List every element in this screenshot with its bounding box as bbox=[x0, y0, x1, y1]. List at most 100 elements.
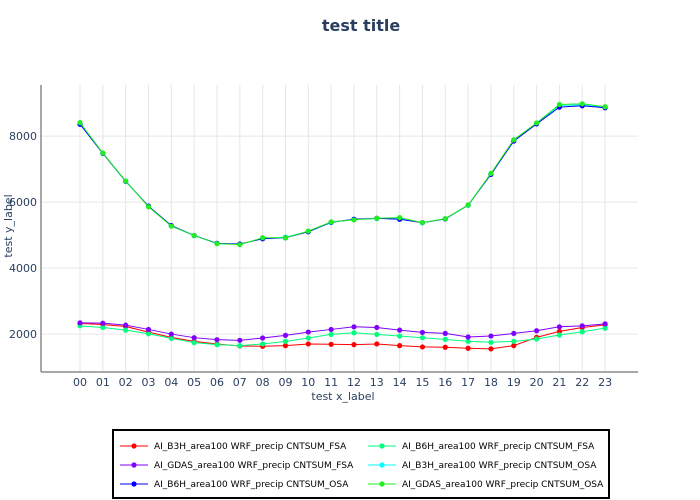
data-point bbox=[419, 344, 426, 350]
data-point bbox=[145, 204, 152, 210]
series-5 bbox=[77, 101, 608, 248]
data-point bbox=[556, 328, 563, 335]
x-tick-label: 17 bbox=[461, 376, 475, 389]
data-point bbox=[534, 328, 540, 334]
data-point bbox=[442, 330, 448, 337]
data-point bbox=[374, 341, 380, 347]
data-point bbox=[579, 329, 585, 335]
data-point bbox=[328, 331, 334, 337]
legend-box bbox=[112, 429, 610, 499]
data-point bbox=[488, 170, 494, 177]
data-point bbox=[260, 341, 266, 347]
series-3 bbox=[77, 102, 608, 247]
data-point bbox=[100, 150, 106, 156]
data-point bbox=[602, 321, 608, 327]
data-point bbox=[100, 320, 106, 326]
legend-item: AI_GDAS_area100 WRF_precip CNTSUM_OSA bbox=[368, 480, 604, 490]
data-point bbox=[214, 342, 220, 348]
data-point bbox=[351, 217, 357, 223]
x-tick-label: 15 bbox=[415, 376, 429, 389]
data-point bbox=[260, 235, 266, 241]
x-tick-label: 16 bbox=[438, 376, 452, 389]
data-point bbox=[534, 120, 540, 126]
data-point bbox=[397, 327, 403, 333]
data-point bbox=[282, 235, 289, 241]
x-tick-label: 09 bbox=[278, 376, 292, 389]
series-1 bbox=[77, 323, 608, 349]
data-point bbox=[442, 344, 448, 350]
data-point bbox=[351, 342, 357, 348]
series-line bbox=[79, 325, 606, 347]
data-point bbox=[511, 137, 517, 143]
y-tick-label: 6000 bbox=[9, 196, 37, 209]
data-point bbox=[191, 340, 197, 346]
data-point bbox=[374, 324, 380, 331]
series-line bbox=[79, 322, 606, 341]
data-point bbox=[237, 242, 243, 248]
x-tick-label: 05 bbox=[187, 376, 201, 389]
legend-swatch-marker bbox=[131, 443, 137, 449]
legend-label: AI_B3H_area100 WRF_precip CNTSUM_FSA bbox=[154, 442, 347, 452]
data-point bbox=[191, 335, 197, 341]
x-tick-label: 03 bbox=[141, 376, 155, 389]
data-point bbox=[123, 178, 129, 184]
legend-label: AI_B6H_area100 WRF_precip CNTSUM_OSA bbox=[154, 480, 349, 490]
chart-title: test title bbox=[322, 16, 401, 35]
legend-swatch-marker bbox=[379, 462, 385, 468]
data-point bbox=[168, 335, 174, 341]
data-point bbox=[419, 219, 426, 226]
data-point bbox=[123, 322, 129, 328]
x-tick-label: 19 bbox=[507, 376, 521, 389]
data-point bbox=[442, 216, 448, 222]
x-tick-label: 14 bbox=[393, 376, 407, 389]
data-point bbox=[579, 101, 585, 107]
y-tick-label: 4000 bbox=[9, 262, 37, 275]
legend-item: AI_GDAS_area100 WRF_precip CNTSUM_FSA bbox=[120, 461, 354, 471]
series-line bbox=[79, 323, 606, 350]
data-point bbox=[511, 343, 517, 349]
data-point bbox=[123, 327, 129, 333]
x-tick-label: 20 bbox=[530, 376, 544, 389]
data-point bbox=[328, 326, 334, 333]
x-tick-label: 22 bbox=[575, 376, 589, 389]
data-point bbox=[305, 228, 311, 234]
x-tick-label: 08 bbox=[256, 376, 270, 389]
data-point bbox=[556, 332, 563, 338]
legend-label: AI_GDAS_area100 WRF_precip CNTSUM_OSA bbox=[402, 480, 604, 490]
data-point bbox=[305, 341, 311, 347]
x-tick-label: 13 bbox=[370, 376, 384, 389]
data-point bbox=[145, 326, 152, 333]
data-point bbox=[191, 232, 197, 239]
data-point bbox=[419, 329, 426, 336]
legend-swatch-marker bbox=[131, 481, 137, 487]
x-tick-label: 01 bbox=[96, 376, 110, 389]
data-point bbox=[556, 324, 563, 330]
legend-label: AI_B6H_area100 WRF_precip CNTSUM_FSA bbox=[402, 442, 595, 452]
data-point bbox=[465, 202, 471, 208]
data-point bbox=[237, 343, 243, 349]
legend: AI_B3H_area100 WRF_precip CNTSUM_FSA AI_B… bbox=[112, 429, 610, 499]
x-tick-label: 02 bbox=[119, 376, 133, 389]
legend-item: AI_B3H_area100 WRF_precip CNTSUM_OSA bbox=[368, 461, 597, 471]
x-tick-label: 07 bbox=[233, 376, 247, 389]
legend-item: AI_B6H_area100 WRF_precip CNTSUM_FSA bbox=[368, 442, 595, 452]
ticks: 00 01 02 03 04 05 06 07 08 09 10 11 12 13 14 15 16 17 18 19… bbox=[9, 130, 612, 389]
x-tick-label: 00 bbox=[73, 376, 87, 389]
data-point bbox=[77, 320, 83, 326]
x-tick-label: 18 bbox=[484, 376, 498, 389]
data-point bbox=[328, 219, 334, 225]
plot-area bbox=[77, 101, 608, 352]
data-point bbox=[282, 338, 289, 344]
data-point bbox=[351, 330, 357, 336]
x-tick-label: 04 bbox=[164, 376, 178, 389]
data-point bbox=[77, 120, 83, 126]
legend-swatch-marker bbox=[379, 481, 385, 487]
data-point bbox=[214, 337, 220, 343]
axes bbox=[40, 85, 638, 373]
data-point bbox=[397, 343, 403, 349]
legend-item: AI_B3H_area100 WRF_precip CNTSUM_FSA bbox=[120, 442, 347, 452]
legend-swatch-marker bbox=[131, 462, 137, 468]
data-point bbox=[465, 338, 471, 344]
legend-label: AI_B3H_area100 WRF_precip CNTSUM_OSA bbox=[402, 461, 597, 471]
